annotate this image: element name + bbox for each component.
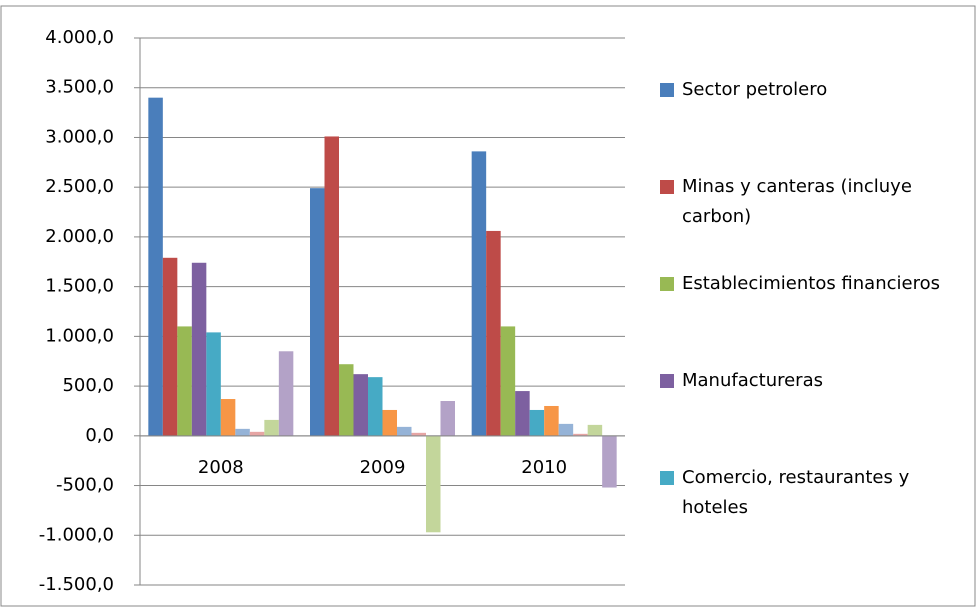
y-tick-label: -1.500,0 <box>39 574 114 595</box>
legend-item: Sector petrolero <box>660 75 970 105</box>
legend-label: Comercio, restaurantes y hoteles <box>682 467 910 518</box>
legend-swatch <box>660 471 674 485</box>
bar <box>264 419 279 436</box>
bar <box>177 326 192 436</box>
y-tick-label: 0,0 <box>85 425 114 446</box>
y-tick-label: 4.000,0 <box>45 27 114 48</box>
y-tick-label: 500,0 <box>62 375 114 396</box>
bar <box>587 424 603 436</box>
bar <box>573 433 588 436</box>
bar <box>529 409 545 436</box>
legend-item: Establecimientos financieros <box>660 269 970 299</box>
bar <box>278 351 294 436</box>
bar <box>191 262 207 436</box>
y-tick-label: 2.000,0 <box>45 226 114 247</box>
bar <box>339 364 354 436</box>
bar <box>602 435 617 488</box>
bar <box>486 230 501 436</box>
legend-label: Establecimientos financieros <box>682 273 940 294</box>
x-tick-label: 2008 <box>198 457 244 478</box>
legend-item: Manufactureras <box>660 366 970 396</box>
legend-item: Comercio, restaurantes y hoteles <box>660 463 970 523</box>
y-tick-label: 3.000,0 <box>45 126 114 147</box>
bar <box>162 257 178 436</box>
y-tick-label: -500,0 <box>56 475 114 496</box>
bar <box>235 428 250 436</box>
bar <box>368 377 383 436</box>
y-tick-label: 1.000,0 <box>45 325 114 346</box>
bar <box>324 136 339 436</box>
bar <box>249 431 265 436</box>
bar <box>310 188 325 436</box>
y-tick-label: 1.500,0 <box>45 276 114 297</box>
bar <box>558 423 574 436</box>
bar <box>206 332 221 436</box>
legend-swatch <box>660 277 674 291</box>
legend-item: Minas y canteras (incluye carbon) <box>660 172 970 232</box>
x-tick-label: 2010 <box>521 457 567 478</box>
y-tick-label: 2.500,0 <box>45 176 114 197</box>
bar <box>515 391 530 436</box>
legend-swatch <box>660 83 674 97</box>
legend-swatch <box>660 180 674 194</box>
legend-label: Minas y canteras (incluye carbon) <box>682 176 912 227</box>
bar <box>353 374 368 436</box>
bar <box>382 409 397 436</box>
bar <box>471 151 487 436</box>
legend-label: Sector petrolero <box>682 79 828 100</box>
bar <box>397 426 412 436</box>
legend-label: Manufactureras <box>682 370 823 391</box>
bar <box>500 326 516 436</box>
y-tick-label: 3.500,0 <box>45 77 114 98</box>
x-tick-label: 2009 <box>360 457 406 478</box>
chart-border <box>0 5 976 607</box>
y-tick-label: -1.000,0 <box>39 524 114 545</box>
bar <box>148 97 163 436</box>
bar <box>220 399 236 436</box>
bar <box>411 432 426 436</box>
bar <box>426 435 441 533</box>
legend-swatch <box>660 374 674 388</box>
bar <box>440 401 455 436</box>
bar <box>544 405 559 436</box>
